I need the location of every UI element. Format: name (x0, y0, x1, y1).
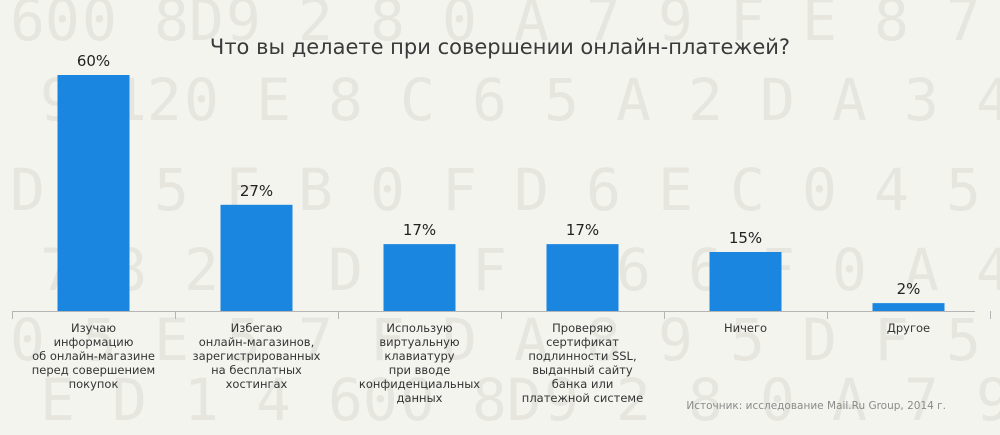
bar (57, 75, 130, 311)
category-label: Использую виртуальную клавиатуру при вводе к… (359, 321, 480, 405)
category-label: Другое (887, 321, 930, 335)
source-note: Источник: исследование Mail.Ru Group, 20… (686, 400, 946, 412)
category-label: Проверяю сертификат подлинности SSL, выданн… (522, 321, 643, 405)
category-label: Избегаю онлайн-магазинов, зарегистрированн… (193, 321, 321, 391)
bar (546, 244, 619, 311)
bar (220, 204, 293, 311)
category-label: Ничего (724, 321, 767, 335)
category-label: Изучаю информацию об онлайн-магазине перед … (32, 321, 155, 391)
category-labels: Изучаю информацию об онлайн-магазине перед … (32, 321, 930, 405)
bar-value-label: 15% (729, 229, 762, 247)
bar (383, 244, 456, 311)
bar-value-label: 60% (77, 52, 110, 70)
bar (872, 303, 945, 311)
bar-value-label: 2% (897, 280, 921, 298)
bar (709, 252, 782, 311)
chart-title: Что вы делаете при совершении онлайн-пла… (210, 35, 790, 59)
x-axis-ticks (12, 311, 991, 319)
bar-value-label: 17% (566, 221, 599, 239)
bar-value-label: 17% (403, 221, 436, 239)
bar-value-label: 27% (240, 182, 273, 200)
bars-group: 60% 27% 17% 17% 15% 2% (57, 52, 945, 311)
